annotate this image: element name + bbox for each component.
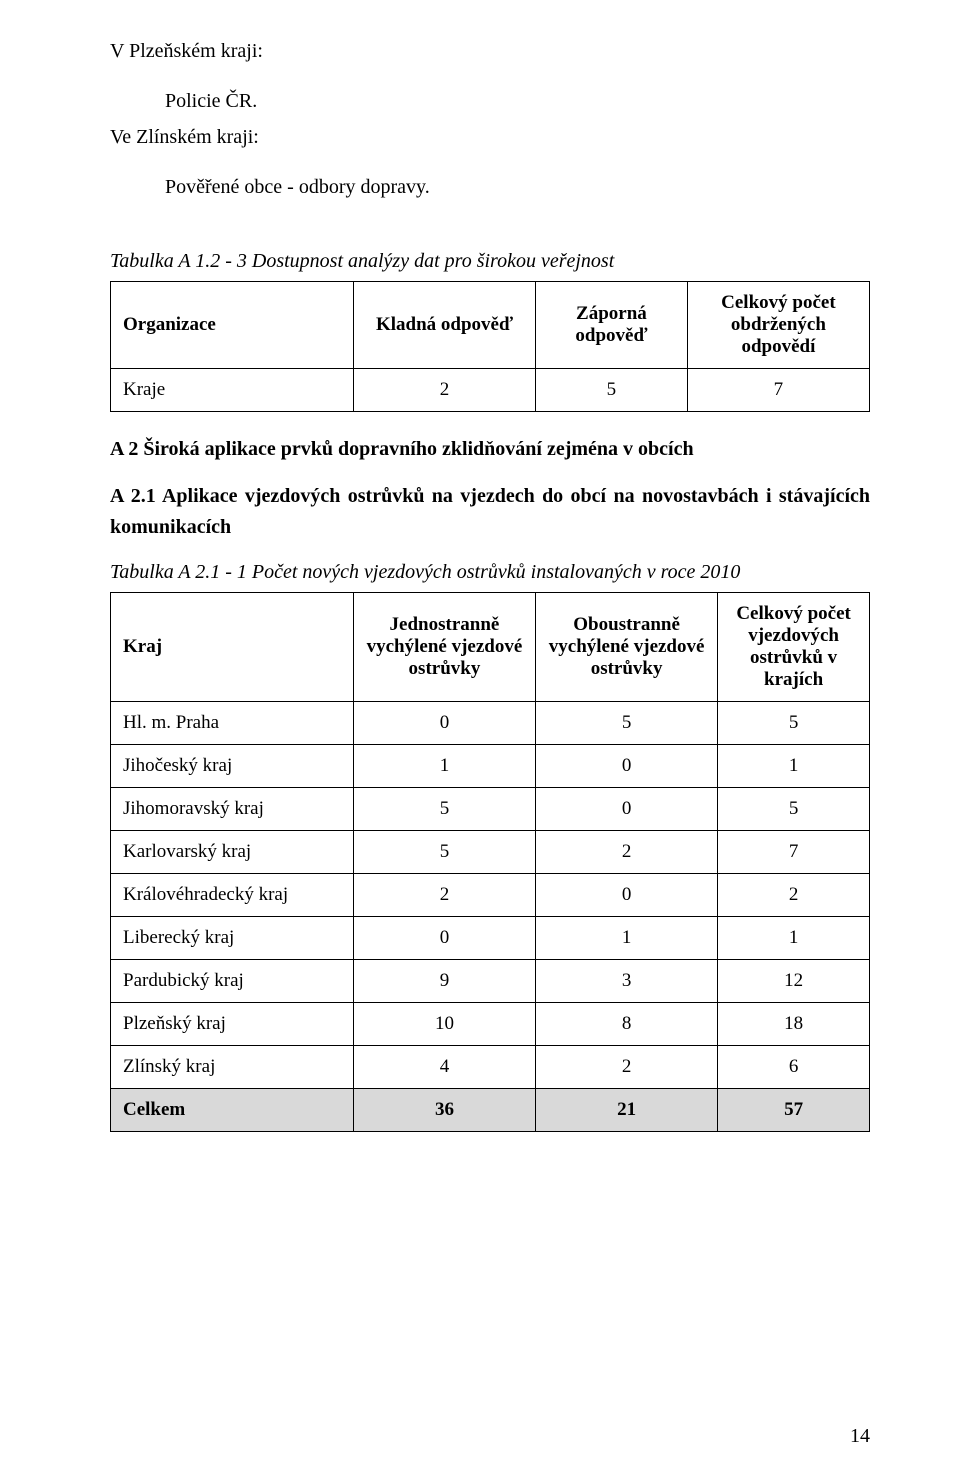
table1-col-kladna: Kladná odpověď: [353, 282, 535, 369]
table1-cell-celkovy: 7: [687, 369, 869, 412]
table2-cell-obou: 2: [536, 1046, 718, 1089]
intro-line-3: Ve Zlínském kraji:: [110, 122, 870, 152]
table2-row: Pardubický kraj 9 3 12: [111, 960, 870, 1003]
table1-cell-zaporna: 5: [536, 369, 688, 412]
table2-cell-obou: 0: [536, 874, 718, 917]
table2-cell-celk: 1: [718, 745, 870, 788]
table2-row: Karlovarský kraj 5 2 7: [111, 831, 870, 874]
table2-cell-jedno: 5: [353, 831, 535, 874]
table-availability: Organizace Kladná odpověď Záporná odpově…: [110, 281, 870, 412]
table1-col-organizace: Organizace: [111, 282, 354, 369]
table2-cell-jedno: 0: [353, 702, 535, 745]
table2-cell-jedno: 5: [353, 788, 535, 831]
table2-cell-celk: 5: [718, 788, 870, 831]
table1-header-row: Organizace Kladná odpověď Záporná odpově…: [111, 282, 870, 369]
table2-cell-kraj: Liberecký kraj: [111, 917, 354, 960]
table2-row: Hl. m. Praha 0 5 5: [111, 702, 870, 745]
table2-row: Jihočeský kraj 1 0 1: [111, 745, 870, 788]
table2-cell-jedno: 0: [353, 917, 535, 960]
table2-cell-celk: 1: [718, 917, 870, 960]
table2-cell-celk: 18: [718, 1003, 870, 1046]
table2-cell-kraj: Pardubický kraj: [111, 960, 354, 1003]
page-number: 14: [850, 1425, 870, 1448]
table2-cell-obou: 5: [536, 702, 718, 745]
table2-caption: Tabulka A 2.1 - 1 Počet nových vjezdovýc…: [110, 561, 870, 584]
table2-total-celk: 57: [718, 1089, 870, 1132]
table2-row: Královéhradecký kraj 2 0 2: [111, 874, 870, 917]
table2-col-kraj: Kraj: [111, 593, 354, 702]
table2-total-row: Celkem 36 21 57: [111, 1089, 870, 1132]
table2-cell-celk: 7: [718, 831, 870, 874]
table2-total-obou: 21: [536, 1089, 718, 1132]
document-page: V Plzeňském kraji: Policie ČR. Ve Zlínsk…: [0, 0, 960, 1474]
table2-cell-kraj: Zlínský kraj: [111, 1046, 354, 1089]
table2-cell-obou: 3: [536, 960, 718, 1003]
table2-col-jedno: Jednostranně vychýlené vjezdové ostrůvky: [353, 593, 535, 702]
table2-cell-kraj: Karlovarský kraj: [111, 831, 354, 874]
table2-row: Zlínský kraj 4 2 6: [111, 1046, 870, 1089]
table2-col-celkem: Celkový počet vjezdových ostrůvků v kraj…: [718, 593, 870, 702]
intro-line-2: Policie ČR.: [165, 86, 870, 116]
table2-cell-celk: 2: [718, 874, 870, 917]
table2-header-row: Kraj Jednostranně vychýlené vjezdové ost…: [111, 593, 870, 702]
table2-cell-kraj: Jihomoravský kraj: [111, 788, 354, 831]
table1-cell-kladna: 2: [353, 369, 535, 412]
intro-line-4: Pověřené obce - odbory dopravy.: [165, 172, 870, 202]
table2-cell-obou: 1: [536, 917, 718, 960]
table2-cell-kraj: Jihočeský kraj: [111, 745, 354, 788]
table1-col-zaporna: Záporná odpověď: [536, 282, 688, 369]
table2-cell-jedno: 4: [353, 1046, 535, 1089]
table2-cell-jedno: 10: [353, 1003, 535, 1046]
table2-row: Plzeňský kraj 10 8 18: [111, 1003, 870, 1046]
intro-line-1: V Plzeňském kraji:: [110, 36, 870, 66]
table2-col-obou: Oboustranně vychýlené vjezdové ostrůvky: [536, 593, 718, 702]
table2-cell-celk: 12: [718, 960, 870, 1003]
table2-cell-obou: 8: [536, 1003, 718, 1046]
table2-row: Liberecký kraj 0 1 1: [111, 917, 870, 960]
table2-cell-obou: 0: [536, 745, 718, 788]
table2-total-label: Celkem: [111, 1089, 354, 1132]
table2-cell-kraj: Královéhradecký kraj: [111, 874, 354, 917]
table2-total-jedno: 36: [353, 1089, 535, 1132]
table2-cell-kraj: Plzeňský kraj: [111, 1003, 354, 1046]
table2-cell-obou: 0: [536, 788, 718, 831]
table2-row: Jihomoravský kraj 5 0 5: [111, 788, 870, 831]
table2-cell-celk: 6: [718, 1046, 870, 1089]
table-islands: Kraj Jednostranně vychýlené vjezdové ost…: [110, 592, 870, 1132]
table2-cell-celk: 5: [718, 702, 870, 745]
table2-cell-jedno: 9: [353, 960, 535, 1003]
table2-cell-jedno: 2: [353, 874, 535, 917]
table1-cell-org: Kraje: [111, 369, 354, 412]
section-a2-1-heading: A 2.1 Aplikace vjezdových ostrůvků na vj…: [110, 481, 870, 543]
table1-col-celkovy: Celkový počet obdržených odpovědí: [687, 282, 869, 369]
table1-row: Kraje 2 5 7: [111, 369, 870, 412]
table2-cell-obou: 2: [536, 831, 718, 874]
section-a2-heading: A 2 Široká aplikace prvků dopravního zkl…: [110, 438, 870, 461]
table1-caption: Tabulka A 1.2 - 3 Dostupnost analýzy dat…: [110, 250, 870, 273]
table2-cell-jedno: 1: [353, 745, 535, 788]
table2-cell-kraj: Hl. m. Praha: [111, 702, 354, 745]
